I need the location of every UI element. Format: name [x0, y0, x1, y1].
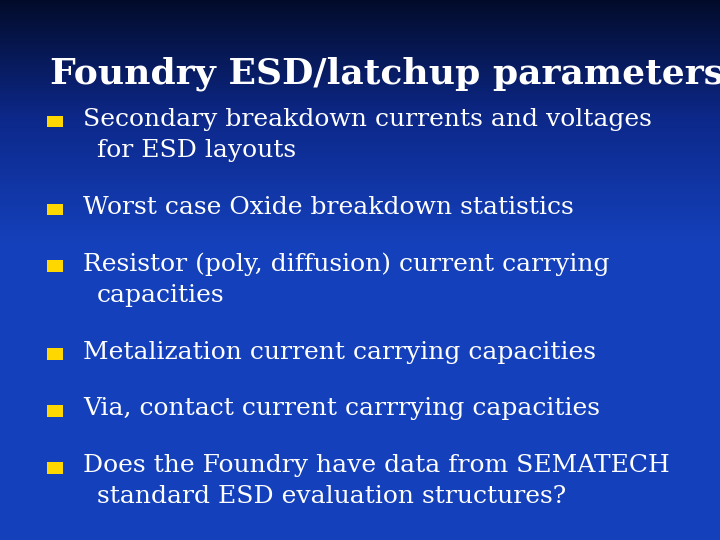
Text: Foundry ESD/latchup parameters: Foundry ESD/latchup parameters — [50, 57, 720, 91]
Bar — [47, 260, 63, 272]
Text: Metalization current carrying capacities: Metalization current carrying capacities — [83, 341, 596, 363]
Text: capacities: capacities — [97, 284, 225, 307]
Bar — [47, 204, 63, 215]
Bar — [47, 116, 63, 127]
Text: Secondary breakdown currents and voltages: Secondary breakdown currents and voltage… — [83, 108, 652, 131]
Text: standard ESD evaluation structures?: standard ESD evaluation structures? — [97, 485, 567, 508]
Text: Worst case Oxide breakdown statistics: Worst case Oxide breakdown statistics — [83, 196, 574, 219]
Bar — [47, 405, 63, 417]
Text: Resistor (poly, diffusion) current carrying: Resistor (poly, diffusion) current carry… — [83, 252, 609, 276]
Text: for ESD layouts: for ESD layouts — [97, 139, 297, 162]
Text: Via, contact current carrrying capacities: Via, contact current carrrying capacitie… — [83, 397, 600, 420]
Text: Does the Foundry have data from SEMATECH: Does the Foundry have data from SEMATECH — [83, 454, 670, 477]
Bar — [47, 348, 63, 360]
Bar — [47, 462, 63, 474]
